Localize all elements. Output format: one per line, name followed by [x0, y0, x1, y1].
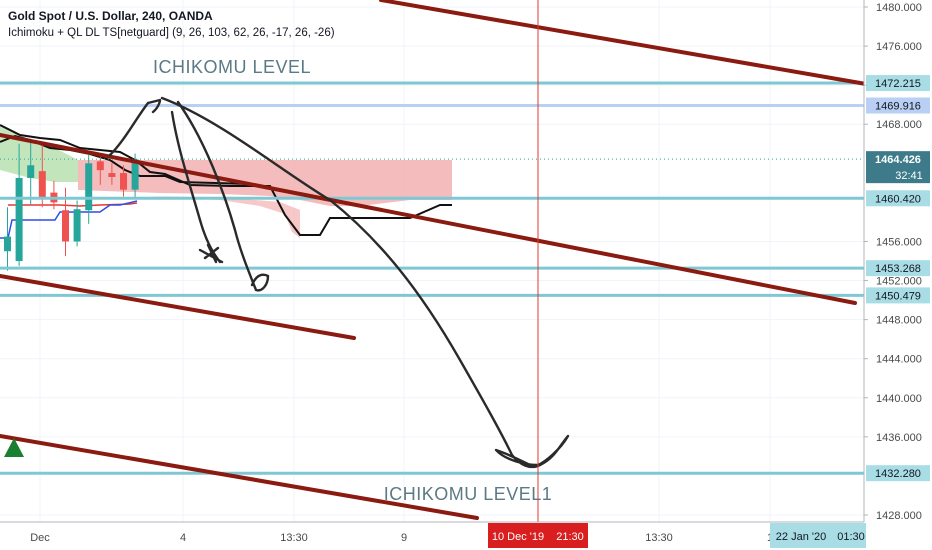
countdown-tag: 32:41 — [895, 170, 923, 182]
crosshair-time-date: 10 Dec '19 — [492, 531, 544, 543]
level-price-tag-bg — [866, 260, 930, 277]
annotations: ICHIKOMU LEVEL ICHIKOMU LEVEL1 — [153, 57, 552, 504]
channel-line[interactable] — [379, 0, 868, 86]
candle-body — [38, 171, 46, 198]
level-price-tag[interactable]: 1472.215 — [875, 78, 921, 90]
time-tick-label: 4 — [180, 532, 186, 544]
candle-body — [120, 173, 127, 190]
grid-lines — [0, 0, 864, 522]
current-price-tag-bg — [866, 151, 930, 184]
annotation-ichikomu-level1[interactable]: ICHIKOMU LEVEL1 — [384, 484, 553, 504]
freehand-stroke[interactable] — [176, 100, 270, 292]
base-line — [0, 124, 452, 236]
price-tick-label: 1456.000 — [876, 236, 922, 248]
candle-body — [62, 210, 69, 242]
level-price-tag-bg — [866, 97, 930, 114]
channel-line[interactable] — [0, 434, 479, 520]
level-price-tag[interactable]: 1432.280 — [875, 468, 921, 480]
freehand-drawings[interactable] — [108, 96, 570, 469]
channel-line[interactable] — [0, 274, 356, 340]
level-price-tag[interactable]: 1460.420 — [875, 193, 921, 205]
candle-body — [96, 161, 104, 171]
range-label-date: 22 Jan '20 — [776, 531, 826, 543]
level-price-tag-bg — [866, 75, 930, 92]
candle-body — [73, 209, 81, 242]
freehand-stroke[interactable] — [160, 96, 570, 469]
range-label-time: 01:30 — [837, 531, 865, 543]
time-tick-label: 13:30 — [280, 532, 308, 544]
time-tick-label: 9 — [401, 532, 407, 544]
price-tick-label: 1444.000 — [876, 354, 922, 366]
price-axis[interactable]: 1480.0001476.0001472.0001468.0001456.000… — [863, 0, 932, 550]
level-price-tag[interactable]: 1469.916 — [875, 101, 921, 113]
candle-body — [131, 159, 139, 190]
candle-body — [4, 236, 11, 252]
time-tick-label: 13:30 — [645, 532, 673, 544]
symbol-title: Gold Spot / U.S. Dollar, 240, OANDA — [8, 9, 213, 23]
candle-body — [15, 177, 23, 261]
level-price-tag[interactable]: 1450.479 — [875, 290, 921, 302]
channel-line[interactable] — [0, 133, 857, 305]
level-price-tag[interactable]: 1453.268 — [875, 263, 921, 275]
channel-lines[interactable] — [0, 0, 868, 520]
candle-body — [108, 173, 116, 177]
crosshair-time-time: 21:30 — [556, 531, 584, 543]
annotation-ichikomu-level[interactable]: ICHIKOMU LEVEL — [153, 57, 311, 77]
blue-indicator-line — [0, 200, 138, 239]
level-price-tag-bg — [866, 190, 930, 207]
freehand-stroke[interactable] — [170, 110, 224, 264]
freehand-stroke[interactable] — [108, 98, 162, 157]
price-tick-label: 1436.000 — [876, 432, 922, 444]
cloud-red-segment — [78, 160, 452, 206]
candle-body — [27, 165, 35, 178]
price-tick-label: 1480.000 — [876, 2, 922, 14]
price-tick-label: 1476.000 — [876, 41, 922, 53]
buy-signal-triangle-icon — [4, 438, 24, 457]
indicator-legend[interactable]: Ichimoku + QL DL TS[netguard] (9, 26, 10… — [8, 27, 335, 39]
price-tick-label: 1468.000 — [876, 119, 922, 131]
crosshair-time-tag-bg — [488, 523, 588, 548]
current-price-tag[interactable]: 1464.426 — [875, 154, 921, 166]
level-price-tag-bg — [866, 287, 930, 304]
cloud-red-lower — [150, 196, 300, 238]
price-tick-label: 1428.000 — [876, 510, 922, 522]
price-tick-label: 1440.000 — [876, 393, 922, 405]
price-tick-label: 1452.000 — [876, 276, 922, 288]
range-label-bg — [770, 523, 866, 548]
horizontal-levels[interactable] — [0, 81, 864, 475]
price-tick-label: 1448.000 — [876, 315, 922, 327]
candle-body — [85, 163, 93, 211]
time-tick-label: Dec — [30, 532, 50, 544]
level-price-tag-bg — [866, 465, 930, 482]
